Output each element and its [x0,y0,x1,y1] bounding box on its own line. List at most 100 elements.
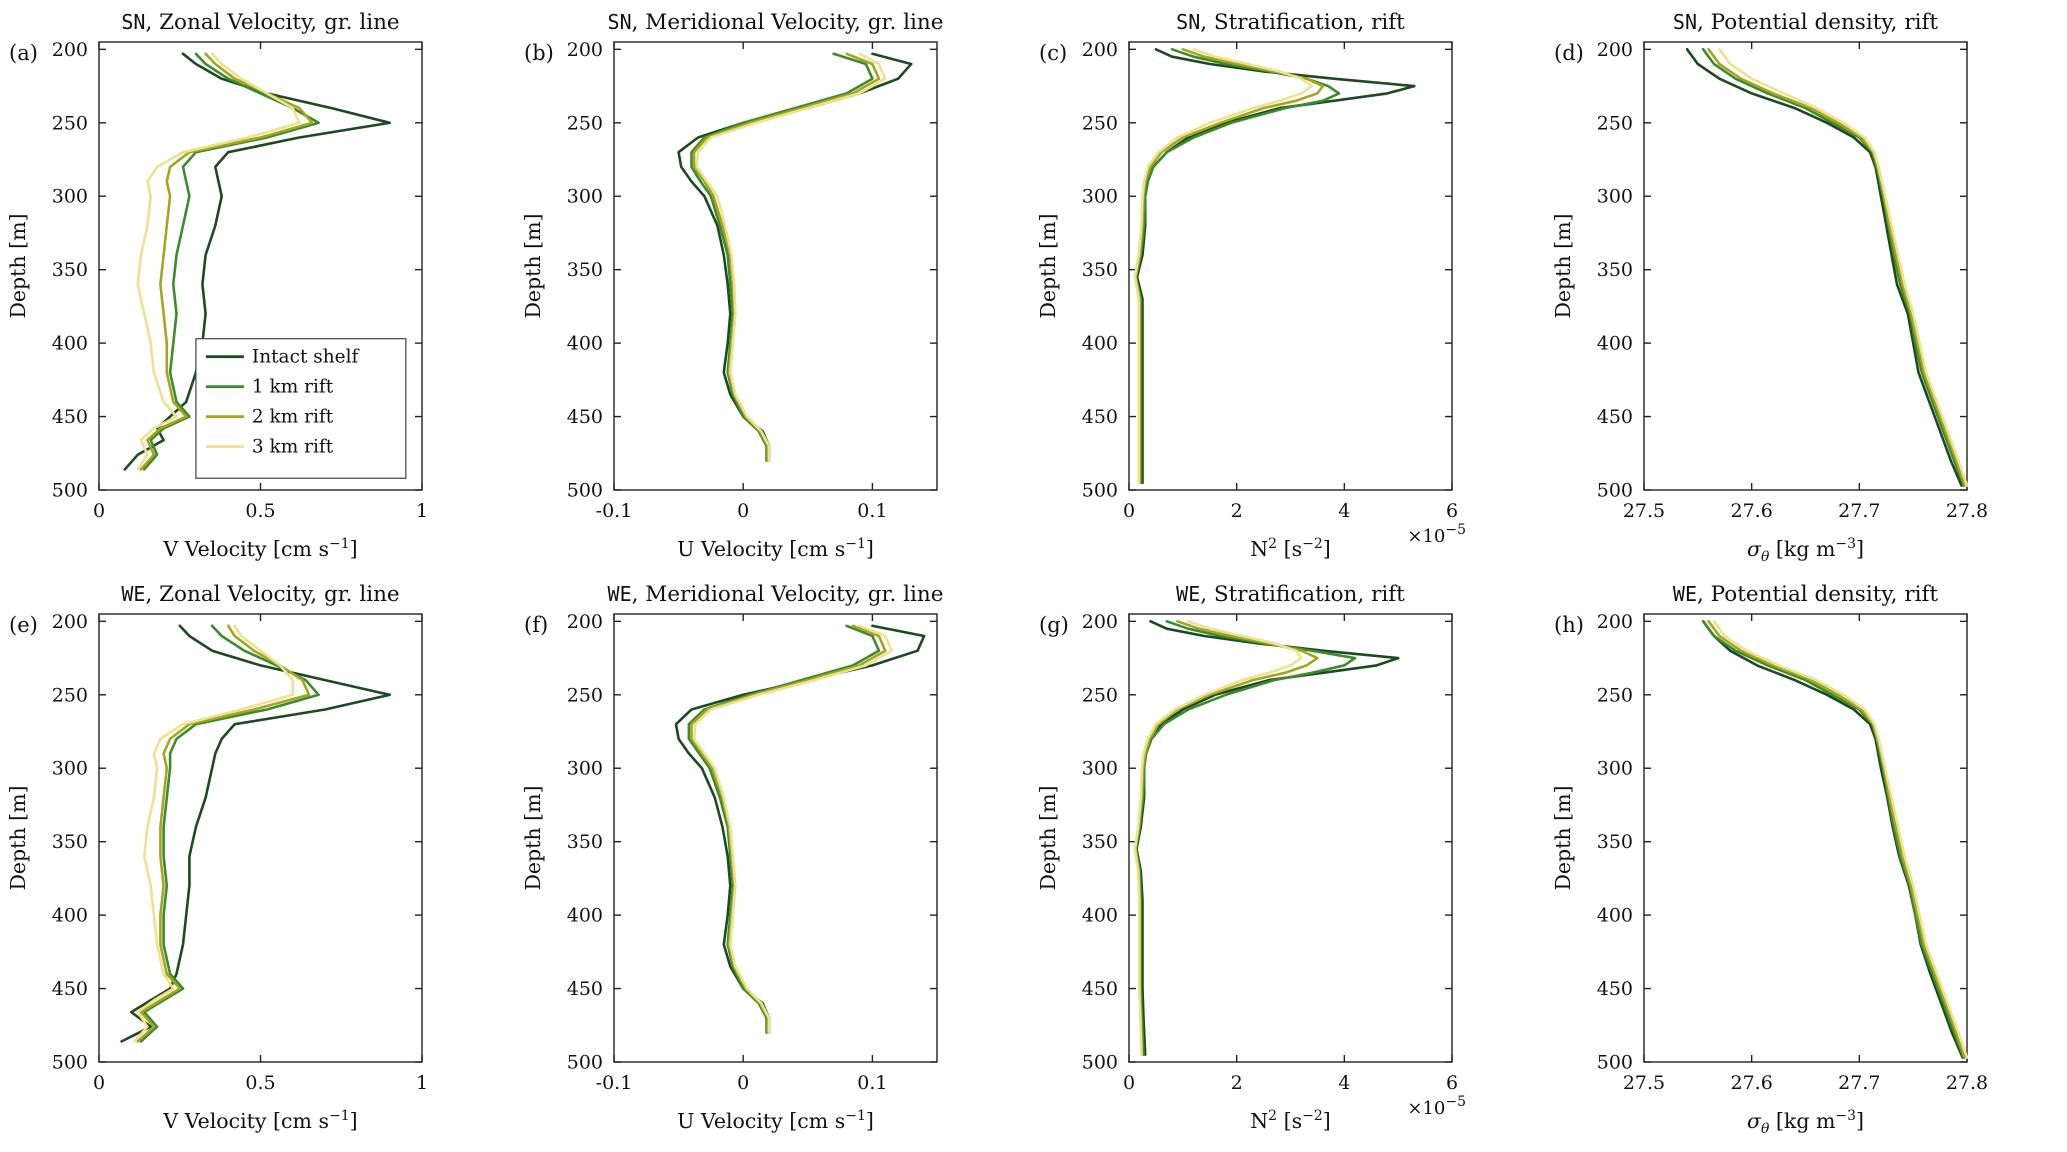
y-tick-label: 300 [1597,758,1633,780]
y-tick-label: 200 [1082,611,1118,633]
x-tick-label: 0 [93,500,105,522]
panel-b: -0.1 0 0.1 200 250 300 350 400 450 500 SN, Meridio… [518,4,1033,576]
x-tick-label: 27.5 [1623,500,1665,522]
x-tick-label: 1 [416,500,428,522]
panel-svg-g: 0 2 4 6 200 250 300 350 400 450 500 WE, Stratificat… [1036,582,1466,1133]
y-tick-label: 200 [52,39,88,61]
y-tick-label: 400 [52,333,88,355]
x-tick-label: -0.1 [596,1072,633,1094]
x-tick-label: 27.7 [1838,500,1880,522]
y-tick-label: 350 [1597,259,1633,281]
y-tick-label: 300 [52,186,88,208]
panel-h: 27.5 27.6 27.7 27.8 200 250 300 350 400 450 500 WE,… [1548,576,2063,1148]
x-axis-label: V Velocity [cm s−1] [162,536,357,561]
axis-box [1128,41,1453,491]
series-line-intact-shelf [1685,47,1963,487]
y-tick-label: 500 [52,1052,88,1074]
x-axis-label: N2 [s−2] [1250,1108,1331,1133]
x-tick-label: 0.5 [245,1072,275,1094]
y-tick-label: 400 [1597,905,1633,927]
axis-box [613,613,938,1063]
series-line-intact-shelf [677,52,913,462]
y-tick-label: 350 [1082,831,1118,853]
x-axis-label: U Velocity [cm s−1] [677,1108,874,1133]
y-tick-label: 250 [1082,112,1118,134]
panel-title: WE, Zonal Velocity, gr. line [121,582,399,607]
x-axis-label: V Velocity [cm s−1] [162,1108,357,1133]
y-axis-label: Depth [m] [1036,785,1060,890]
x-tick-label: 0 [1123,500,1135,522]
panel-letter: (e) [9,613,38,637]
x-tick-label: 0.1 [857,1072,887,1094]
y-tick-label: 200 [1082,39,1118,61]
series-line-3-km-rift [692,624,894,1034]
x-tick-label: 0 [93,1072,105,1094]
panel-g: 0 2 4 6 200 250 300 350 400 450 500 WE, Stratificat… [1033,576,1548,1148]
series-line-1-km-rift [1701,47,1966,487]
legend-label: Intact shelf [252,347,360,368]
x-tick-label: 0.1 [857,500,887,522]
panel-letter: (f) [524,613,548,637]
series-line-1-km-rift [690,52,874,462]
y-tick-label: 300 [567,758,603,780]
x-tick-label: 2 [1231,500,1243,522]
panel-title: WE, Meridional Velocity, gr. line [608,582,944,607]
panel-letter: (b) [524,41,554,65]
y-axis-label: Depth [m] [521,785,545,890]
y-tick-label: 500 [567,480,603,502]
panel-title: SN, Meridional Velocity, gr. line [608,10,944,35]
panel-a: 0 0.5 1 200 250 300 350 400 450 500 SN, Zonal Velo… [3,4,518,576]
series-line-2-km-rift [139,52,314,471]
panel-title: SN, Potential density, rift [1673,10,1939,35]
panel-letter: (c) [1039,41,1067,65]
y-tick-label: 450 [1597,406,1633,428]
x-tick-label: 27.8 [1946,1072,1988,1094]
x-axis-label: N2 [s−2] [1250,536,1331,561]
y-tick-label: 200 [567,39,603,61]
panel-svg-h: 27.5 27.6 27.7 27.8 200 250 300 350 400 450 500 WE,… [1551,582,1988,1137]
y-tick-label: 300 [1082,186,1118,208]
y-tick-label: 350 [1597,831,1633,853]
panel-svg-a: 0 0.5 1 200 250 300 350 400 450 500 SN, Zonal Velo… [6,10,428,561]
axis-box [1643,613,1968,1063]
panel-f: -0.1 0 0.1 200 250 300 350 400 450 500 WE, Meridio… [518,576,1033,1148]
panel-title: SN, Stratification, rift [1176,10,1405,35]
panel-title: WE, Potential density, rift [1673,582,1939,607]
y-tick-label: 300 [52,758,88,780]
x-tick-label: 0 [737,500,749,522]
y-tick-label: 450 [567,978,603,1000]
y-tick-label: 200 [567,611,603,633]
series-line-3-km-rift [1133,47,1314,485]
y-tick-label: 300 [1082,758,1118,780]
y-tick-label: 350 [567,259,603,281]
x-tick-label: 27.6 [1731,500,1773,522]
axis-box [613,41,938,491]
series-line-3-km-rift [695,52,887,462]
series-line-intact-shelf [1701,619,1965,1059]
panel-svg-e: 0 0.5 1 200 250 300 350 400 450 500 WE, Zonal Velo… [6,582,428,1133]
series-line-3-km-rift [136,52,301,471]
x-tick-label: -0.1 [596,500,633,522]
y-tick-label: 450 [567,406,603,428]
panel-svg-d: 27.5 27.6 27.7 27.8 200 250 300 350 400 450 500 SN,… [1551,10,1988,565]
y-tick-label: 400 [1082,905,1118,927]
panel-svg-c: 0 2 4 6 200 250 300 350 400 450 500 SN, Stratificat… [1036,10,1466,561]
y-tick-label: 250 [52,684,88,706]
y-tick-label: 250 [52,112,88,134]
legend-label: 3 km rift [252,437,334,458]
panel-svg-f: -0.1 0 0.1 200 250 300 350 400 450 500 WE, Meridio… [521,582,944,1133]
series-line-2-km-rift [1707,619,1967,1059]
y-axis-label: Depth [m] [1036,213,1060,318]
x-tick-label: 27.5 [1623,1072,1665,1094]
y-tick-label: 350 [52,831,88,853]
y-tick-label: 450 [1082,406,1118,428]
y-tick-label: 400 [52,905,88,927]
series-line-intact-shelf [1135,47,1416,485]
y-tick-label: 300 [567,186,603,208]
axis-box [1128,613,1453,1063]
x-axis-label: σθ [kg m−3] [1747,1108,1864,1137]
y-tick-label: 200 [52,611,88,633]
y-axis-label: Depth [m] [521,213,545,318]
x-tick-label: 2 [1231,1072,1243,1094]
